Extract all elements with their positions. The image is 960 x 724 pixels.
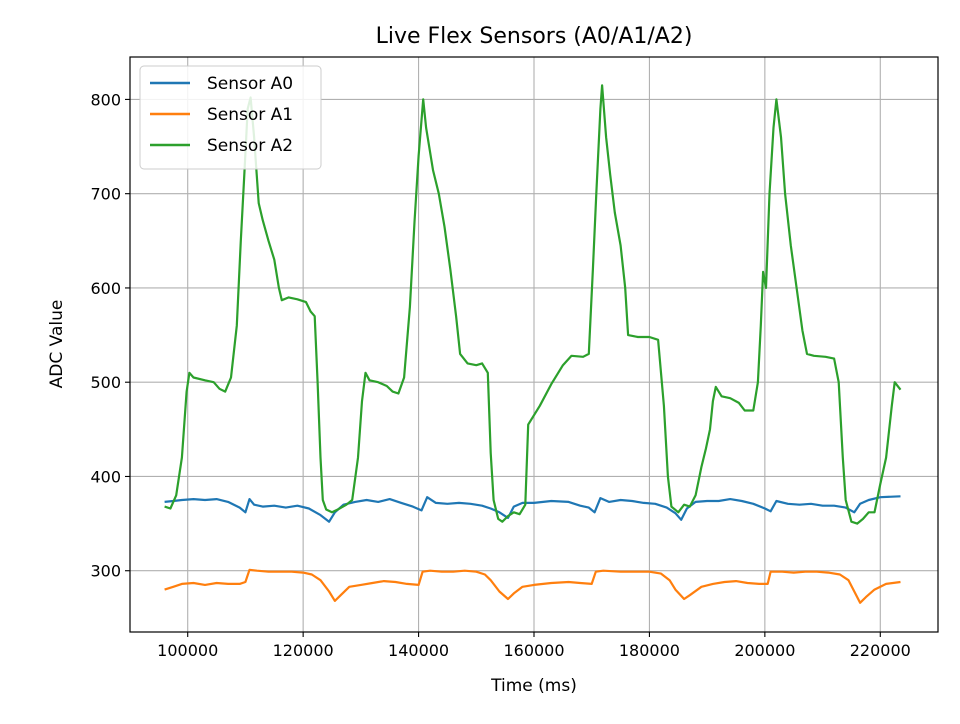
series-lines [164, 84, 902, 604]
chart-title: Live Flex Sensors (A0/A1/A2) [376, 24, 693, 49]
x-tick-label: 160000 [503, 641, 564, 660]
y-tick-label: 800 [90, 90, 121, 109]
x-tick-label: 200000 [734, 641, 795, 660]
legend-label: Sensor A2 [207, 136, 293, 156]
legend: Sensor A0 Sensor A1 Sensor A2 [139, 65, 322, 170]
series-line-sensor-a1 [164, 568, 901, 604]
x-axis-label: Time (ms) [490, 676, 577, 696]
axis-ticks: 100000 120000 140000 160000 180000 200000 2200… [90, 90, 910, 660]
x-tick-label: 100000 [157, 641, 218, 660]
x-tick-label: 140000 [388, 641, 449, 660]
y-tick-label: 700 [90, 185, 121, 204]
y-tick-label: 600 [90, 279, 121, 298]
y-tick-label: 300 [90, 562, 121, 581]
series-line-sensor-a2 [164, 84, 902, 525]
x-tick-label: 220000 [850, 641, 911, 660]
y-axis-label: ADC Value [47, 300, 67, 389]
y-tick-label: 400 [90, 467, 121, 486]
legend-box [139, 65, 322, 170]
legend-label: Sensor A0 [207, 74, 293, 94]
y-tick-label: 500 [90, 373, 121, 392]
x-tick-label: 120000 [273, 641, 334, 660]
x-tick-label: 180000 [619, 641, 680, 660]
legend-label: Sensor A1 [207, 105, 293, 125]
series-line-sensor-a0 [164, 495, 901, 523]
